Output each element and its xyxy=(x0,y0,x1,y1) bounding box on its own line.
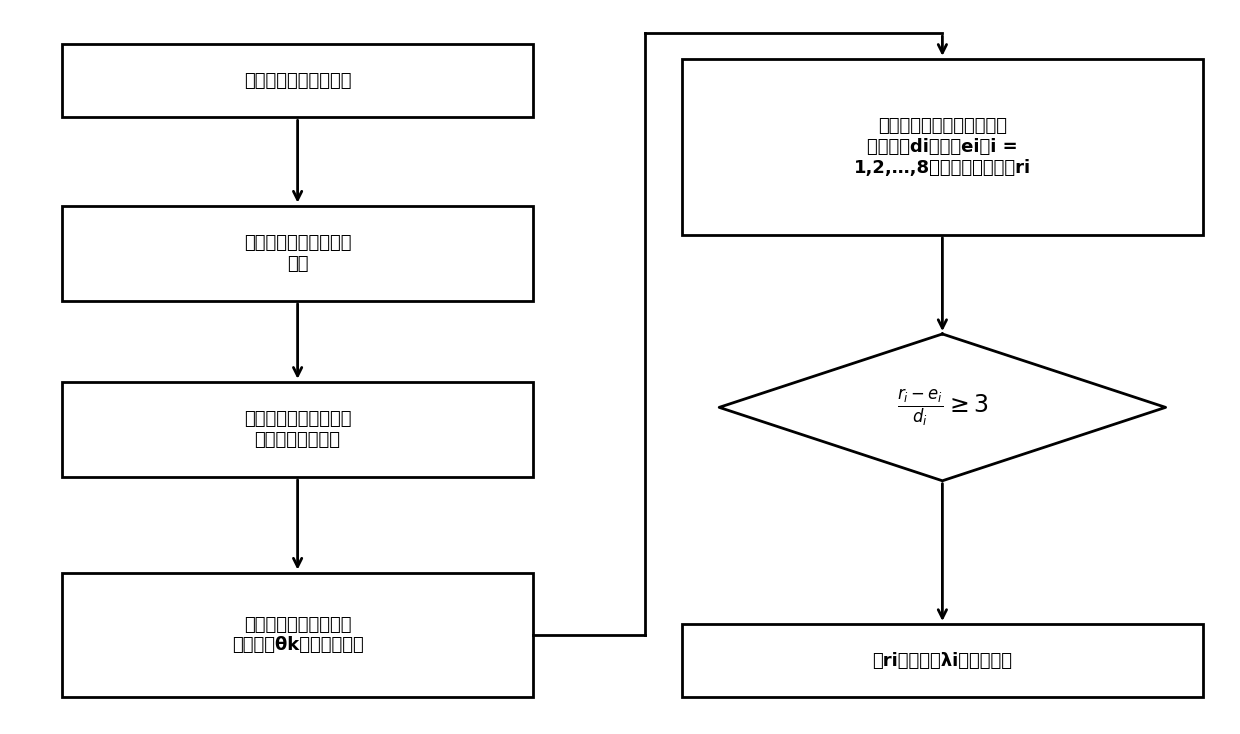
Text: 转化成极坐标，按照极
度坐标（θk）划分区域。: 转化成极坐标，按照极 度坐标（θk）划分区域。 xyxy=(232,616,363,654)
FancyBboxPatch shape xyxy=(62,44,533,117)
Text: 对光谱数据进行主成分
分析: 对光谱数据进行主成分 分析 xyxy=(244,234,351,272)
FancyBboxPatch shape xyxy=(682,624,1203,697)
Polygon shape xyxy=(719,334,1166,481)
FancyBboxPatch shape xyxy=(682,59,1203,235)
Text: 将ri所对应的λi记为特征峰: 将ri所对应的λi记为特征峰 xyxy=(873,652,1012,669)
FancyBboxPatch shape xyxy=(62,573,533,697)
Text: 采集光谱数据并预处理: 采集光谱数据并预处理 xyxy=(244,72,351,90)
Text: 计算每个区域内所有散点极
径的方差di和均值ei（i =
1,2,…,8），以及最大极径ri: 计算每个区域内所有散点极 径的方差di和均值ei（i = 1,2,…,8），以及… xyxy=(854,117,1030,177)
FancyBboxPatch shape xyxy=(62,382,533,477)
Text: 选取前两个主成分绘制
各波段载荷散点图: 选取前两个主成分绘制 各波段载荷散点图 xyxy=(244,410,351,448)
Text: $\frac{r_i - e_i}{d_i} \geq 3$: $\frac{r_i - e_i}{d_i} \geq 3$ xyxy=(897,387,988,428)
FancyBboxPatch shape xyxy=(62,206,533,301)
